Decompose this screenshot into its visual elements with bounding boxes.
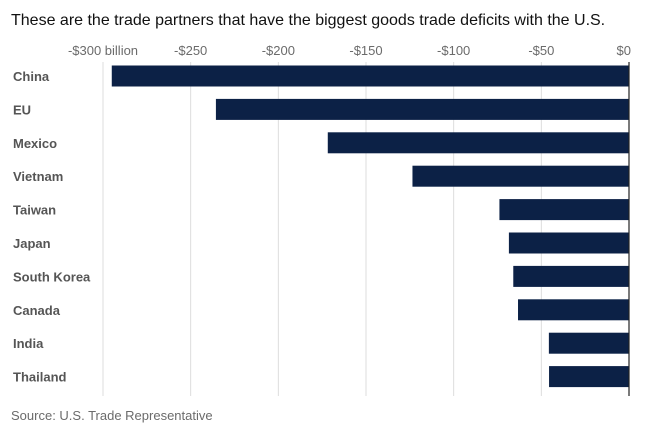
x-tick-label: -$150 <box>349 43 382 58</box>
category-label: India <box>13 336 44 351</box>
bar <box>327 132 629 154</box>
category-label: Taiwan <box>13 203 56 218</box>
x-tick-label: -$100 <box>437 43 470 58</box>
x-tick-label: -$50 <box>528 43 554 58</box>
source-note: Source: U.S. Trade Representative <box>11 408 213 423</box>
x-tick-label: -$200 <box>262 43 295 58</box>
x-tick-label: $0 <box>617 43 631 58</box>
category-label: Japan <box>13 236 51 251</box>
category-label: Thailand <box>13 370 67 385</box>
category-label: Vietnam <box>13 169 63 184</box>
category-label: Mexico <box>13 136 57 151</box>
category-label: South Korea <box>13 269 91 284</box>
bar <box>499 199 629 221</box>
category-labels: China EU Mexico Vietnam Taiwan Japan South Kor… <box>13 69 91 385</box>
bar <box>549 366 629 388</box>
bar <box>513 265 629 287</box>
bar <box>111 65 630 87</box>
x-axis-ticks: -$300 billion -$250 -$200 -$150 -$100 -$50 $0 <box>68 43 631 58</box>
bar <box>215 98 629 120</box>
gridlines <box>102 62 542 396</box>
category-label: Canada <box>13 303 61 318</box>
bar <box>548 332 629 354</box>
bar <box>508 232 629 254</box>
bars <box>111 65 630 388</box>
category-label: EU <box>13 102 31 117</box>
bar <box>518 299 629 321</box>
category-label: China <box>13 69 50 84</box>
bar <box>412 165 629 187</box>
x-tick-label: -$300 billion <box>68 43 138 58</box>
x-tick-label: -$250 <box>174 43 207 58</box>
chart-title: These are the trade partners that have t… <box>11 12 606 29</box>
